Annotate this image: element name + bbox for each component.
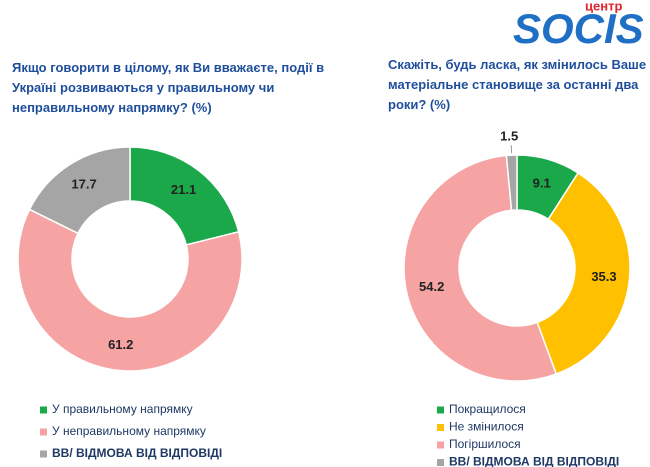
data-label: 35.3	[591, 269, 616, 284]
legend-marker	[437, 424, 444, 431]
chart-title: Якщо говорити в цілому, як Ви вважаєте, …	[12, 60, 325, 115]
donut-segment	[505, 154, 518, 212]
legend-label: Покращилося	[449, 402, 526, 416]
data-label: 61.2	[108, 337, 133, 352]
donut-segment	[536, 171, 631, 375]
legend-label: У неправильному напрямку	[52, 424, 206, 438]
legend-label: У правильному напрямку	[52, 402, 193, 416]
data-label: 21.1	[171, 182, 196, 197]
chart-title: Скажіть, будь ласка, як змінилось Ваше м…	[388, 57, 647, 112]
title-box: Скажіть, будь ласка, як змінилось Ваше м…	[388, 57, 647, 112]
legend-label: ВВ/ ВІДМОВА ВІД ВІДПОВІДІ	[52, 446, 222, 460]
legend-marker	[40, 428, 47, 436]
legend-marker	[40, 450, 47, 458]
legend-marker	[437, 459, 444, 466]
donut-segment	[28, 146, 131, 235]
title-box: Якщо говорити в цілому, як Ви вважаєте, …	[12, 60, 325, 115]
data-label: 54.2	[419, 279, 444, 294]
legend-label: ВВ/ ВІДМОВА ВІД ВІДПОВІДІ	[449, 455, 619, 467]
legend-marker	[437, 406, 444, 414]
data-label: 17.7	[71, 177, 96, 192]
logo-small: центр	[585, 0, 622, 13]
data-label: 1.5	[500, 129, 518, 144]
legend-marker	[40, 406, 47, 414]
logo: SOCIS	[513, 5, 644, 52]
legend-label: Не змінилося	[449, 420, 524, 434]
legend-marker	[437, 441, 444, 449]
legend-label: Погіршилося	[449, 437, 521, 451]
donut-segment	[403, 154, 558, 382]
data-label: 9.1	[533, 175, 551, 190]
donut-segment	[17, 208, 243, 372]
